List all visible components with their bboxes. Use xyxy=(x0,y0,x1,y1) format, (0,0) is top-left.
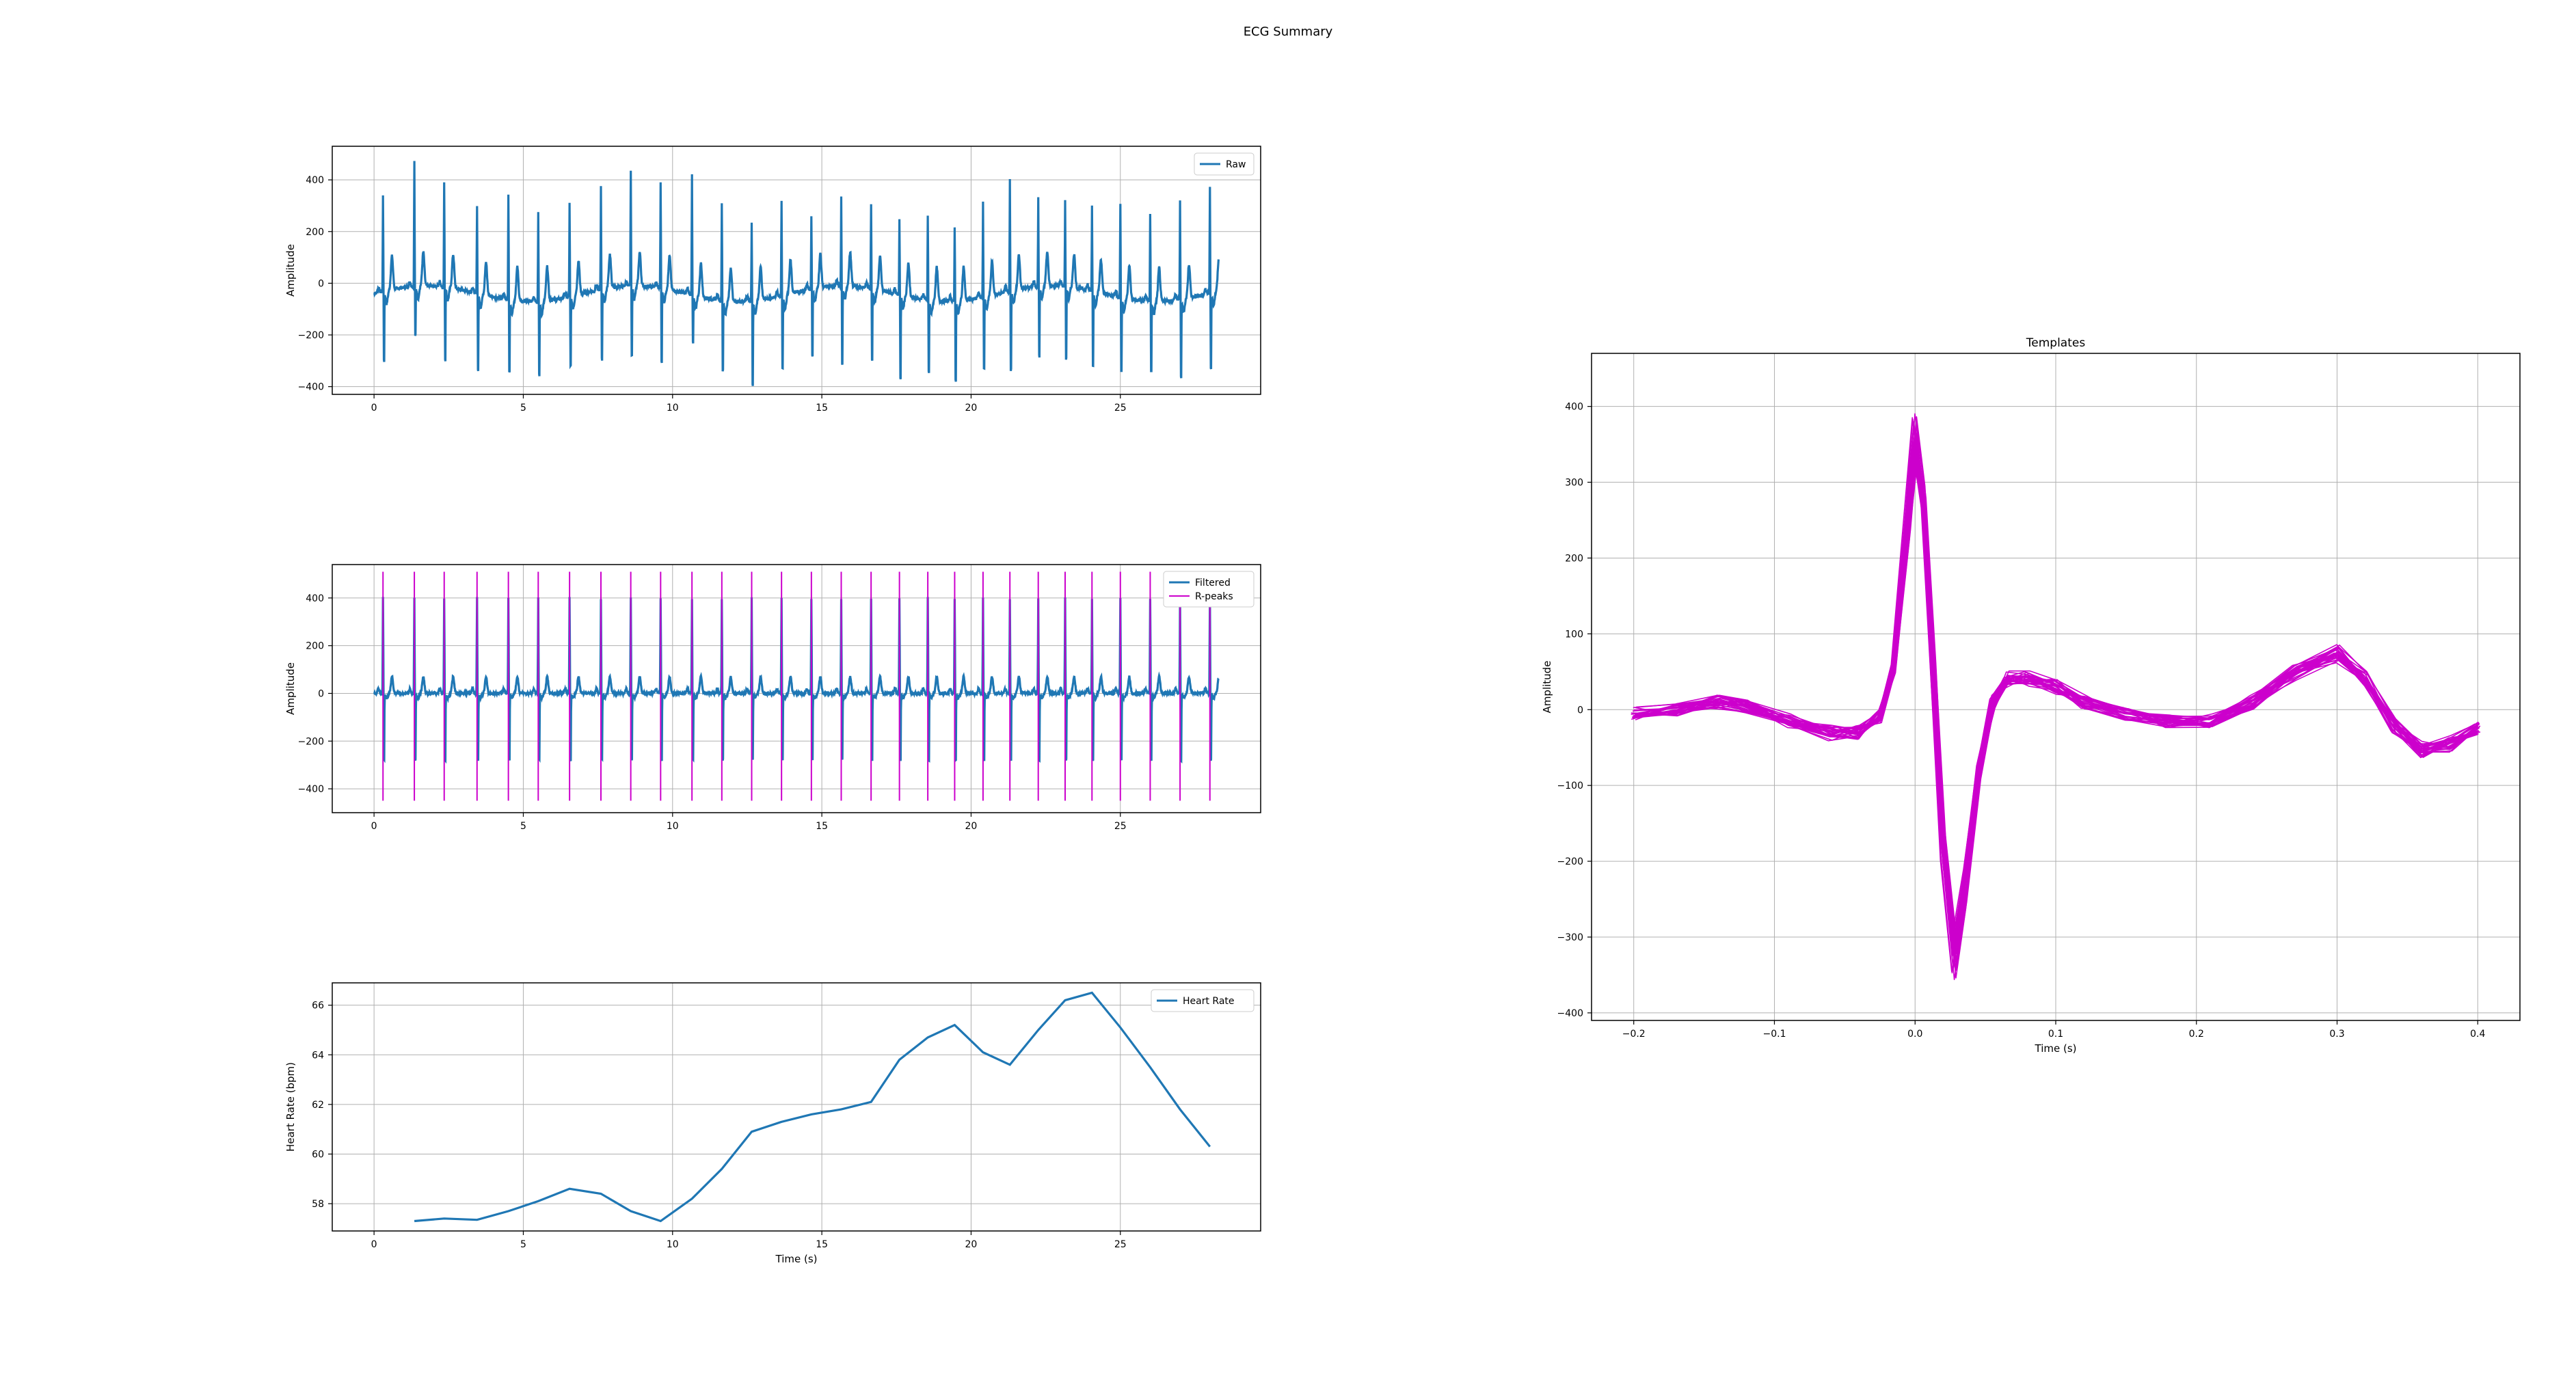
x-tick-label: 5 xyxy=(520,403,526,414)
x-tick-label: 0.1 xyxy=(2048,1029,2063,1040)
legend-entry: Heart Rate xyxy=(1183,996,1235,1007)
template-beat-line xyxy=(1633,441,2478,958)
y-tick-label: −300 xyxy=(1557,932,1583,943)
y-tick-label: 300 xyxy=(1565,478,1583,489)
y-axis-label: Amplitude xyxy=(1541,661,1553,714)
x-tick-label: −0.2 xyxy=(1622,1029,1646,1040)
series-line-heart-rate xyxy=(414,993,1210,1221)
y-tick-label: −100 xyxy=(1557,781,1583,791)
x-tick-label: 0.3 xyxy=(2329,1029,2344,1040)
legend-entry: Raw xyxy=(1226,159,1246,170)
template-beat-line xyxy=(1636,426,2480,967)
template-beat-line xyxy=(1634,468,2478,927)
y-tick-label: −200 xyxy=(298,736,324,747)
x-tick-label: 0.4 xyxy=(2470,1029,2485,1040)
template-beat-line xyxy=(1635,458,2480,938)
axes-frame xyxy=(332,983,1261,1231)
y-tick-label: 0 xyxy=(318,278,324,289)
template-beat-line xyxy=(1631,446,2476,949)
template-beat-line xyxy=(1635,465,2479,934)
series-line-raw xyxy=(374,161,1218,386)
x-tick-label: 15 xyxy=(816,1239,828,1250)
y-tick-label: 200 xyxy=(306,227,324,238)
template-beat-line xyxy=(1635,433,2480,962)
x-tick-label: 5 xyxy=(520,821,526,832)
template-beat-line xyxy=(1635,469,2480,934)
template-beat-line xyxy=(1633,439,2477,953)
template-beat-line xyxy=(1633,446,2477,945)
chart-title: Templates xyxy=(2026,336,2086,350)
x-tick-label: 25 xyxy=(1114,403,1127,414)
heart-rate-chart: 0 5 10 15 20 25 58 60 62 64 66 Heart Rate (bpm) Time… xyxy=(284,983,1261,1265)
template-beat-line xyxy=(1633,422,2477,970)
filtered-signal-chart: 0 5 10 15 20 25 −400 −200 0 200 400 Amplitude Filter… xyxy=(284,565,1261,832)
y-tick-label: −400 xyxy=(1557,1008,1583,1019)
x-tick-label: 20 xyxy=(965,1239,978,1250)
y-tick-label: 200 xyxy=(1565,553,1583,564)
x-tick-label: 25 xyxy=(1114,821,1127,832)
x-tick-label: 10 xyxy=(667,403,679,414)
x-axis-label: Time (s) xyxy=(2035,1042,2077,1055)
y-axis-label: Heart Rate (bpm) xyxy=(284,1062,297,1152)
template-beat-line xyxy=(1635,448,2480,947)
template-beat-line xyxy=(1635,417,2480,978)
template-beat-line xyxy=(1635,437,2480,962)
template-beat-line xyxy=(1635,441,2480,954)
y-tick-label: 200 xyxy=(306,641,324,652)
y-tick-label: 0 xyxy=(318,688,324,699)
y-tick-label: −400 xyxy=(298,784,324,795)
y-tick-label: −200 xyxy=(298,330,324,341)
raw-signal-chart: 0 5 10 15 20 25 −400 −200 0 200 400 Amplitude Raw xyxy=(284,146,1261,414)
y-tick-label: 58 xyxy=(312,1199,324,1210)
x-tick-label: 10 xyxy=(667,1239,679,1250)
template-beat-line xyxy=(1632,444,2476,956)
x-tick-label: 0 xyxy=(371,821,377,832)
x-tick-label: 0 xyxy=(371,1239,377,1250)
template-beat-line xyxy=(1633,437,2478,953)
x-tick-label: −0.1 xyxy=(1762,1029,1786,1040)
template-beat-line xyxy=(1631,418,2476,971)
legend-entry: Filtered xyxy=(1195,578,1231,588)
y-tick-label: 64 xyxy=(312,1050,324,1061)
y-tick-label: 400 xyxy=(306,175,324,186)
y-tick-label: 66 xyxy=(312,1001,324,1012)
y-tick-label: 100 xyxy=(1565,629,1583,640)
y-tick-label: −400 xyxy=(298,382,324,393)
template-beat-line xyxy=(1636,446,2480,947)
x-tick-label: 0.0 xyxy=(1907,1029,1922,1040)
y-axis-label: Amplitude xyxy=(284,662,297,715)
x-tick-label: 20 xyxy=(965,403,978,414)
y-tick-label: 60 xyxy=(312,1149,324,1160)
y-tick-label: 400 xyxy=(1565,402,1583,413)
y-tick-label: 0 xyxy=(1577,705,1583,716)
y-axis-label: Amplitude xyxy=(284,244,297,297)
x-tick-label: 0.2 xyxy=(2189,1029,2204,1040)
x-tick-label: 15 xyxy=(816,821,828,832)
y-tick-label: 62 xyxy=(312,1100,324,1111)
y-tick-label: −200 xyxy=(1557,856,1583,867)
x-tick-label: 0 xyxy=(371,403,377,414)
templates-chart: −0.2 −0.1 0.0 0.1 0.2 0.3 0.4 −400 −300 −200 −100 0… xyxy=(1541,336,2520,1055)
template-beat-line xyxy=(1631,420,2476,973)
template-beat-line xyxy=(1635,422,2480,971)
x-tick-label: 20 xyxy=(965,821,978,832)
x-axis-label: Time (s) xyxy=(775,1253,818,1265)
x-tick-label: 15 xyxy=(816,403,828,414)
legend-entry: R-peaks xyxy=(1195,591,1233,602)
x-tick-label: 10 xyxy=(667,821,679,832)
x-tick-label: 25 xyxy=(1114,1239,1127,1250)
y-tick-label: 400 xyxy=(306,593,324,604)
x-tick-label: 5 xyxy=(520,1239,526,1250)
template-beat-line xyxy=(1635,444,2479,952)
